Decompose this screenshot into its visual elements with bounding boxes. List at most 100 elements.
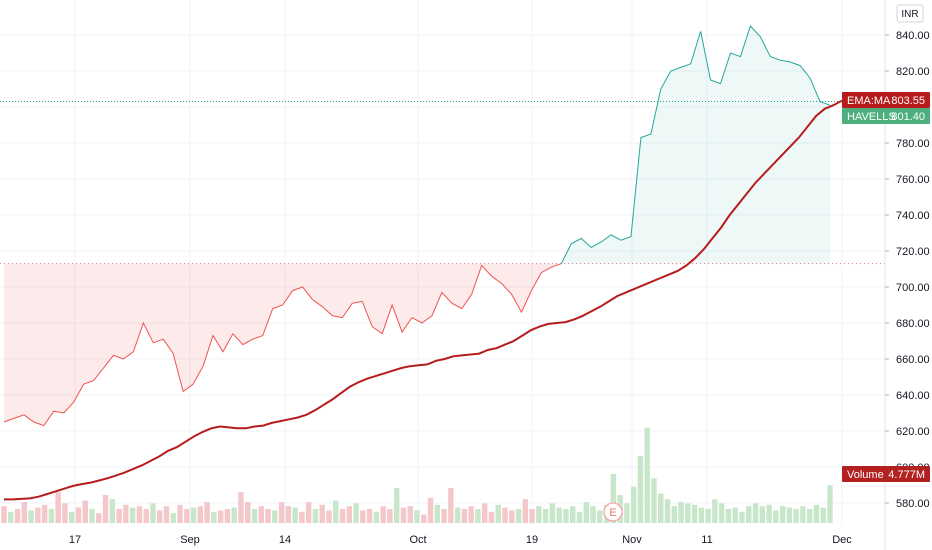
earnings-marker[interactable]: E [603, 502, 623, 522]
volume-bar-67 [454, 507, 461, 523]
volume-bar-93 [630, 486, 637, 523]
price-tag-label: HAVELLS [847, 111, 896, 123]
volume-bar-42 [285, 506, 292, 523]
y-tick-label-5: 740.00 [896, 210, 930, 222]
volume-bar-100 [678, 502, 684, 523]
volume-bar-117 [793, 509, 799, 523]
y-tick-label-6: 720.00 [896, 246, 930, 258]
y-tick-label-4: 760.00 [896, 174, 930, 186]
volume-bar-61 [414, 510, 420, 523]
volume-tag-bg [842, 466, 930, 482]
volume-bar-52 [353, 503, 359, 523]
volume-bar-50 [339, 509, 346, 523]
ema-tag: EMA:MA 803.55 [842, 92, 930, 108]
volume-bar-21 [143, 509, 149, 523]
volume-bar-46 [312, 509, 319, 523]
volume-tag-value: 4.777M [888, 469, 925, 481]
volume-bar-16 [109, 499, 116, 523]
volume-bar-84 [570, 506, 576, 523]
volume-bar-48 [326, 510, 332, 523]
time-axis[interactable]: 17 Sep 14 Oct 19 Nov 11 Dec [69, 534, 852, 546]
volume-bar-108 [732, 507, 738, 523]
y-tick-label-8: 680.00 [896, 318, 930, 330]
volume-bar-111 [752, 503, 759, 523]
volume-bar-0 [1, 506, 7, 523]
volume-bar-31 [211, 511, 217, 523]
volume-bar-104 [705, 509, 711, 523]
volume-bar-90 [610, 474, 617, 523]
x-tick-label-0: 17 [69, 534, 81, 546]
volume-bar-6 [41, 504, 48, 523]
volume-bar-11 [75, 507, 82, 523]
volume-bar-27 [184, 509, 190, 523]
volume-bar-107 [725, 509, 732, 523]
volume-bar-56 [380, 506, 386, 523]
volume-bar-78 [529, 509, 535, 523]
volume-bar-28 [190, 507, 197, 523]
volume-bar-2 [14, 509, 21, 523]
currency-button-frame[interactable] [896, 4, 924, 23]
y-tick-label-13: 580.00 [896, 498, 930, 510]
volume-bar-55 [373, 511, 380, 523]
volume-bar-113 [766, 504, 772, 523]
volume-bar-121 [820, 507, 826, 523]
volume-bar-40 [272, 510, 278, 523]
grid-lines [0, 0, 885, 525]
volume-bar-85 [576, 511, 583, 523]
volume-bar-47 [319, 504, 325, 523]
volume-bar-97 [658, 493, 664, 523]
y-tick-label-3: 780.00 [896, 138, 930, 150]
y-tick-label-11: 620.00 [896, 426, 930, 438]
volume-bar-32 [217, 510, 224, 523]
volume-bar-68 [461, 509, 468, 523]
volume-bar-23 [157, 510, 163, 523]
volume-bar-22 [150, 503, 156, 523]
volume-tag: Volume 4.777M [842, 466, 930, 482]
volume-bar-19 [129, 507, 136, 523]
volume-bar-51 [346, 506, 353, 523]
y-tick-label-1: 820.00 [896, 66, 930, 78]
volume-bar-112 [759, 506, 766, 523]
volume-bar-30 [204, 502, 210, 523]
volume-bar-106 [718, 503, 725, 523]
volume-bar-102 [691, 504, 698, 523]
volume-bar-58 [393, 488, 400, 523]
ema-tag-bg [842, 92, 930, 108]
volume-bar-44 [299, 511, 305, 523]
volume-bar-53 [360, 510, 366, 523]
volume-bar-62 [421, 514, 427, 523]
volume-bar-9 [62, 503, 68, 523]
volume-bar-7 [48, 509, 55, 523]
earnings-marker-circle[interactable] [603, 502, 623, 522]
y-tick-label-10: 640.00 [896, 390, 930, 402]
volume-bar-35 [238, 492, 244, 523]
volume-bar-59 [400, 507, 407, 523]
volume-bar-110 [746, 506, 752, 523]
volume-bar-83 [563, 509, 569, 523]
volume-bar-17 [116, 509, 122, 523]
volume-bar-33 [224, 509, 231, 523]
earnings-marker-label: E [609, 507, 616, 519]
volume-bar-25 [170, 513, 176, 523]
y-tick-label-9: 660.00 [896, 354, 930, 366]
volume-bar-26 [177, 504, 183, 523]
volume-bar-92 [624, 503, 630, 523]
currency-button[interactable]: INR [896, 4, 924, 23]
volume-bar-114 [773, 510, 779, 523]
volume-bar-1 [8, 511, 14, 523]
volume-bar-94 [637, 455, 644, 523]
volume-bar-12 [82, 500, 88, 523]
volume-bar-87 [590, 506, 596, 523]
volume-bar-82 [556, 507, 562, 523]
volume-bar-69 [468, 506, 474, 523]
x-tick-label-2: 14 [279, 534, 291, 546]
ema-line-path [4, 99, 843, 501]
volume-bar-24 [163, 506, 170, 523]
x-tick-label-6: 11 [701, 534, 712, 546]
volume-bar-99 [671, 506, 677, 523]
x-tick-label-4: 19 [526, 534, 538, 546]
volume-bar-49 [333, 500, 339, 523]
